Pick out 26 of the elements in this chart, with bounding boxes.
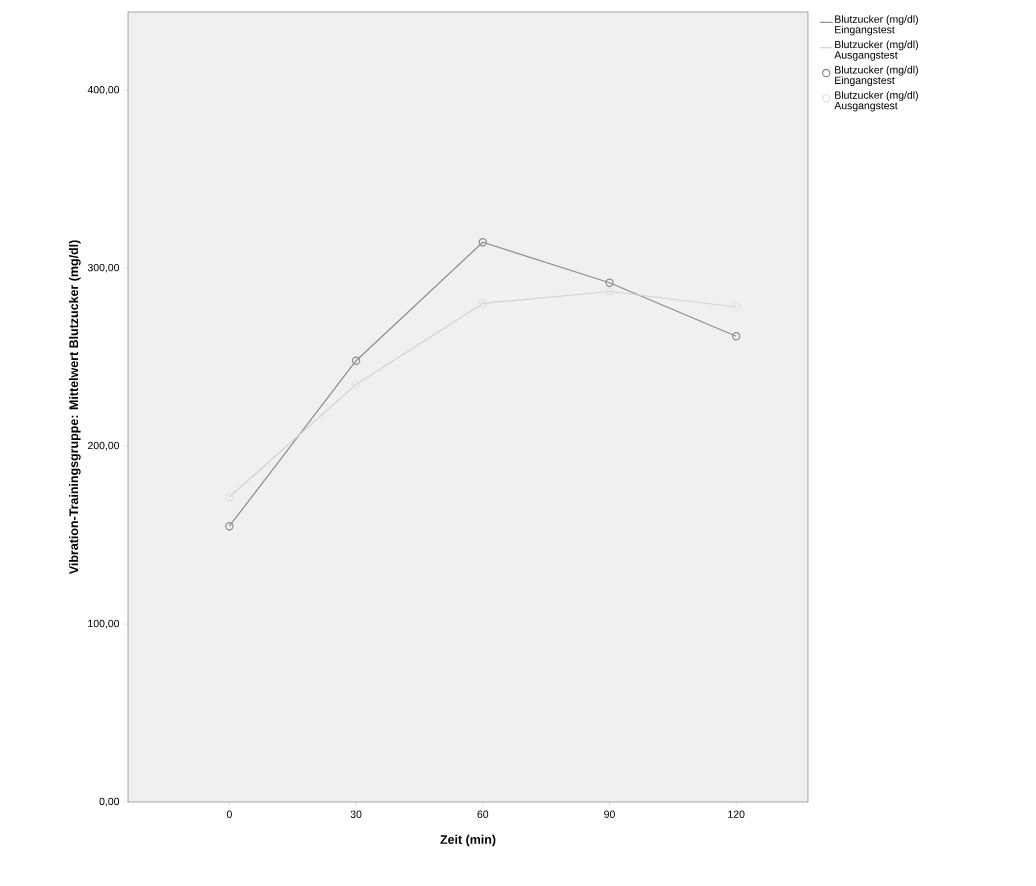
point xyxy=(732,302,741,312)
legend-label: Blutzucker (mg/dl) Eingangstest xyxy=(835,15,918,36)
y-tick-label: 100,00 xyxy=(88,619,120,629)
point xyxy=(225,522,234,531)
point xyxy=(225,492,234,502)
x-tick-label: 0 xyxy=(226,810,232,818)
point xyxy=(605,287,614,296)
point xyxy=(478,299,487,308)
x-tick-label: 120 xyxy=(728,810,745,818)
x-tick-label: 60 xyxy=(477,810,489,818)
legend-label: Blutzucker (mg/dl) Eingangstest xyxy=(835,65,918,87)
point xyxy=(351,380,361,389)
point xyxy=(478,238,487,247)
x-tick-label: 30 xyxy=(350,810,362,818)
point xyxy=(351,356,361,365)
y-tick-label: 0,00 xyxy=(99,797,120,807)
point xyxy=(605,278,614,287)
x-tick-label: 90 xyxy=(604,810,615,818)
y-tick-label: 200,00 xyxy=(88,441,120,451)
legend-label: Blutzucker (mg/dl) Ausgangstest xyxy=(834,40,918,61)
point xyxy=(732,331,741,341)
y-tick-label: 400,00 xyxy=(87,85,120,95)
y-tick-label: 300,00 xyxy=(87,263,120,273)
legend-label: Blutzucker (mg/dl) Ausgangstest xyxy=(834,91,918,112)
y-axis-title: Vibration-Trainingsgruppe: Mittelwert Blutzucker (mg/dl) xyxy=(68,240,81,575)
x-axis-title: Zeit (min) xyxy=(440,834,496,847)
